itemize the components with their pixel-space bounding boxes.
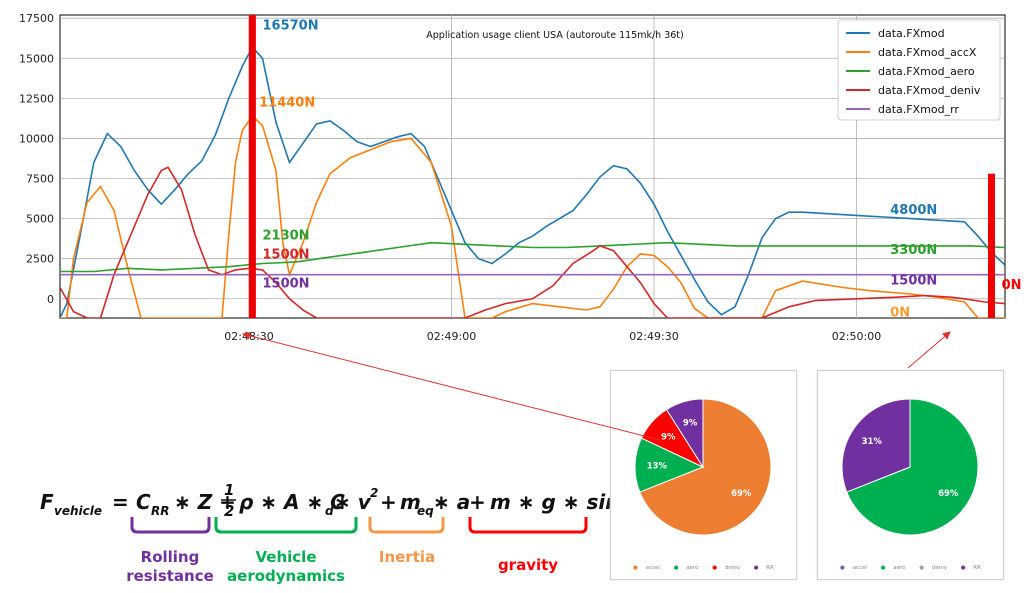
formula-aero-pow: 2: [370, 486, 378, 500]
formula-rr-rest: ∗ Z +: [174, 490, 236, 514]
formula-inertia-sub: eq: [417, 504, 434, 518]
legend-label: data.FXmod_aero: [878, 65, 975, 78]
pie-legend-item: ● deniv: [919, 565, 947, 571]
pie-legend-item: ● aero: [880, 565, 906, 571]
value-annotation: 1500N: [890, 273, 937, 288]
x-tick-label: 02:50:00: [832, 330, 881, 343]
bracket-gravity: [468, 517, 588, 534]
pie-slice: [665, 398, 704, 469]
value-annotation: 11440N: [259, 95, 315, 110]
pie-legend-item: ● deniv: [712, 565, 740, 571]
formula-plus-1: +: [380, 490, 397, 514]
formula-frac-num: 1: [224, 481, 234, 499]
series-line: [60, 45, 1005, 318]
y-tick-label: 0: [47, 293, 54, 306]
legend-dot: ●: [633, 565, 638, 571]
formula-gravity: m ∗ g ∗ sinα: [490, 490, 610, 514]
legend-box: [837, 19, 1001, 121]
bracket-inertia: [368, 517, 445, 534]
pie-slice-label: 69%: [938, 489, 959, 499]
legend-label: data.FXmod_accX: [878, 46, 977, 59]
pie-slice-label: 13%: [647, 462, 668, 472]
series-line: [60, 241, 1005, 273]
legend-label: data.FXmod_deniv: [878, 84, 981, 97]
pie-slice-label: 9%: [661, 432, 676, 442]
formula-lhs: F: [40, 490, 54, 514]
bracket-rolling: [130, 517, 211, 534]
legend-dot: ●: [880, 565, 886, 571]
marker-bar: [988, 173, 995, 318]
chart-title: Application usage client USA (autoroute …: [426, 30, 683, 41]
formula-inertia-rest: ∗ a: [433, 490, 470, 514]
value-annotation: 2130N: [263, 228, 310, 243]
marker-bar: [248, 15, 256, 318]
value-annotation: 0N: [1002, 278, 1022, 293]
label-rolling-2: resistance: [126, 567, 214, 585]
y-tick-label: 5000: [26, 213, 54, 226]
y-tick-label: 17500: [19, 12, 54, 25]
legend-dot: ●: [712, 565, 718, 571]
y-tick-label: 12500: [19, 92, 54, 105]
legend-label: data.FXmod_rr: [878, 103, 959, 116]
legend-dot: ●: [919, 565, 925, 571]
pie-legend-item: ● RR: [960, 565, 981, 571]
pie-slice: [639, 398, 772, 536]
pie-legend-item: ● accel: [840, 565, 867, 571]
pie-legend-second: ● accel ● aero ● deniv ● RR: [818, 565, 1003, 571]
value-annotation: 0N: [890, 305, 910, 320]
formula-inertia: m: [400, 490, 421, 514]
formula-rr: C: [136, 490, 151, 514]
formula-rr-sub: RR: [151, 504, 169, 518]
formula-lhs-sub: vehicle: [54, 504, 102, 518]
pie-legend-item: ● aero: [673, 565, 699, 571]
legend-label: data.FXmod: [878, 27, 945, 40]
formula-plus-2: +: [469, 490, 486, 514]
label-rolling-1: Rolling: [141, 548, 200, 566]
pie-slice-label: 31%: [862, 437, 883, 447]
formula-aero: ρ ∗ A ∗ C: [239, 490, 345, 514]
y-tick-label: 15000: [19, 52, 54, 65]
pie-slice: [846, 398, 979, 536]
value-annotation: 16570N: [263, 18, 319, 33]
value-annotation: 4800N: [890, 203, 937, 218]
pie-slice-label: 69%: [731, 489, 752, 499]
x-tick-label: 02:49:00: [427, 330, 476, 343]
legend-dot: ●: [960, 565, 966, 571]
formula-eq: =: [112, 490, 129, 514]
label-aero-2: aerodynamics: [227, 567, 345, 585]
x-tick-label: 02:49:30: [629, 330, 678, 343]
formula-aero-v: ∗ v: [334, 490, 372, 514]
label-aero-1: Vehicle: [256, 548, 317, 566]
series-group: [60, 45, 1005, 318]
bracket-aero: [214, 517, 358, 534]
vehicle-force-formula: F vehicle = C RR ∗ Z + 1 2 ρ ∗ A ∗ C d ∗…: [40, 481, 610, 585]
x-tick-label: 02:48:30: [224, 330, 273, 343]
label-gravity: gravity: [498, 556, 558, 574]
formula-aero-sub: d: [325, 504, 334, 518]
y-tick-label: 10000: [19, 132, 54, 145]
pie-panel-first: 69% 13% 9% 9% ● accel ● aero ● deniv ● RR: [610, 370, 797, 580]
legend-dot: ●: [840, 565, 845, 571]
series-line: [60, 166, 1005, 318]
pie-panel-second: 69% 31% ● accel ● aero ● deniv ● RR: [817, 370, 1004, 580]
legend-dot: ●: [673, 565, 679, 571]
pie-legend-first: ● accel ● aero ● deniv ● RR: [611, 565, 796, 571]
value-annotation: 3300N: [890, 243, 937, 258]
force-line-chart: 0 2500 5000 7500 10000 12500 15000 17500 02:48:3…: [19, 12, 1022, 343]
pie-chart-second: 69% 31%: [841, 398, 979, 536]
formula-frac-den: 2: [224, 502, 234, 520]
y-tick-label: 2500: [26, 253, 54, 266]
legend-dot: ●: [753, 565, 759, 571]
value-annotation: 1500N: [263, 248, 310, 263]
pie-legend-item: ● accel: [633, 565, 660, 571]
y-tick-label: 7500: [26, 173, 54, 186]
pie-chart-first: 69% 13% 9% 9%: [634, 398, 772, 536]
series-line: [60, 114, 1005, 318]
value-annotation: 1500N: [263, 277, 310, 292]
pie-slice: [841, 398, 911, 493]
pie-legend-item: ● RR: [753, 565, 774, 571]
pie-slice-label: 9%: [683, 419, 698, 429]
label-inertia: Inertia: [379, 548, 435, 566]
